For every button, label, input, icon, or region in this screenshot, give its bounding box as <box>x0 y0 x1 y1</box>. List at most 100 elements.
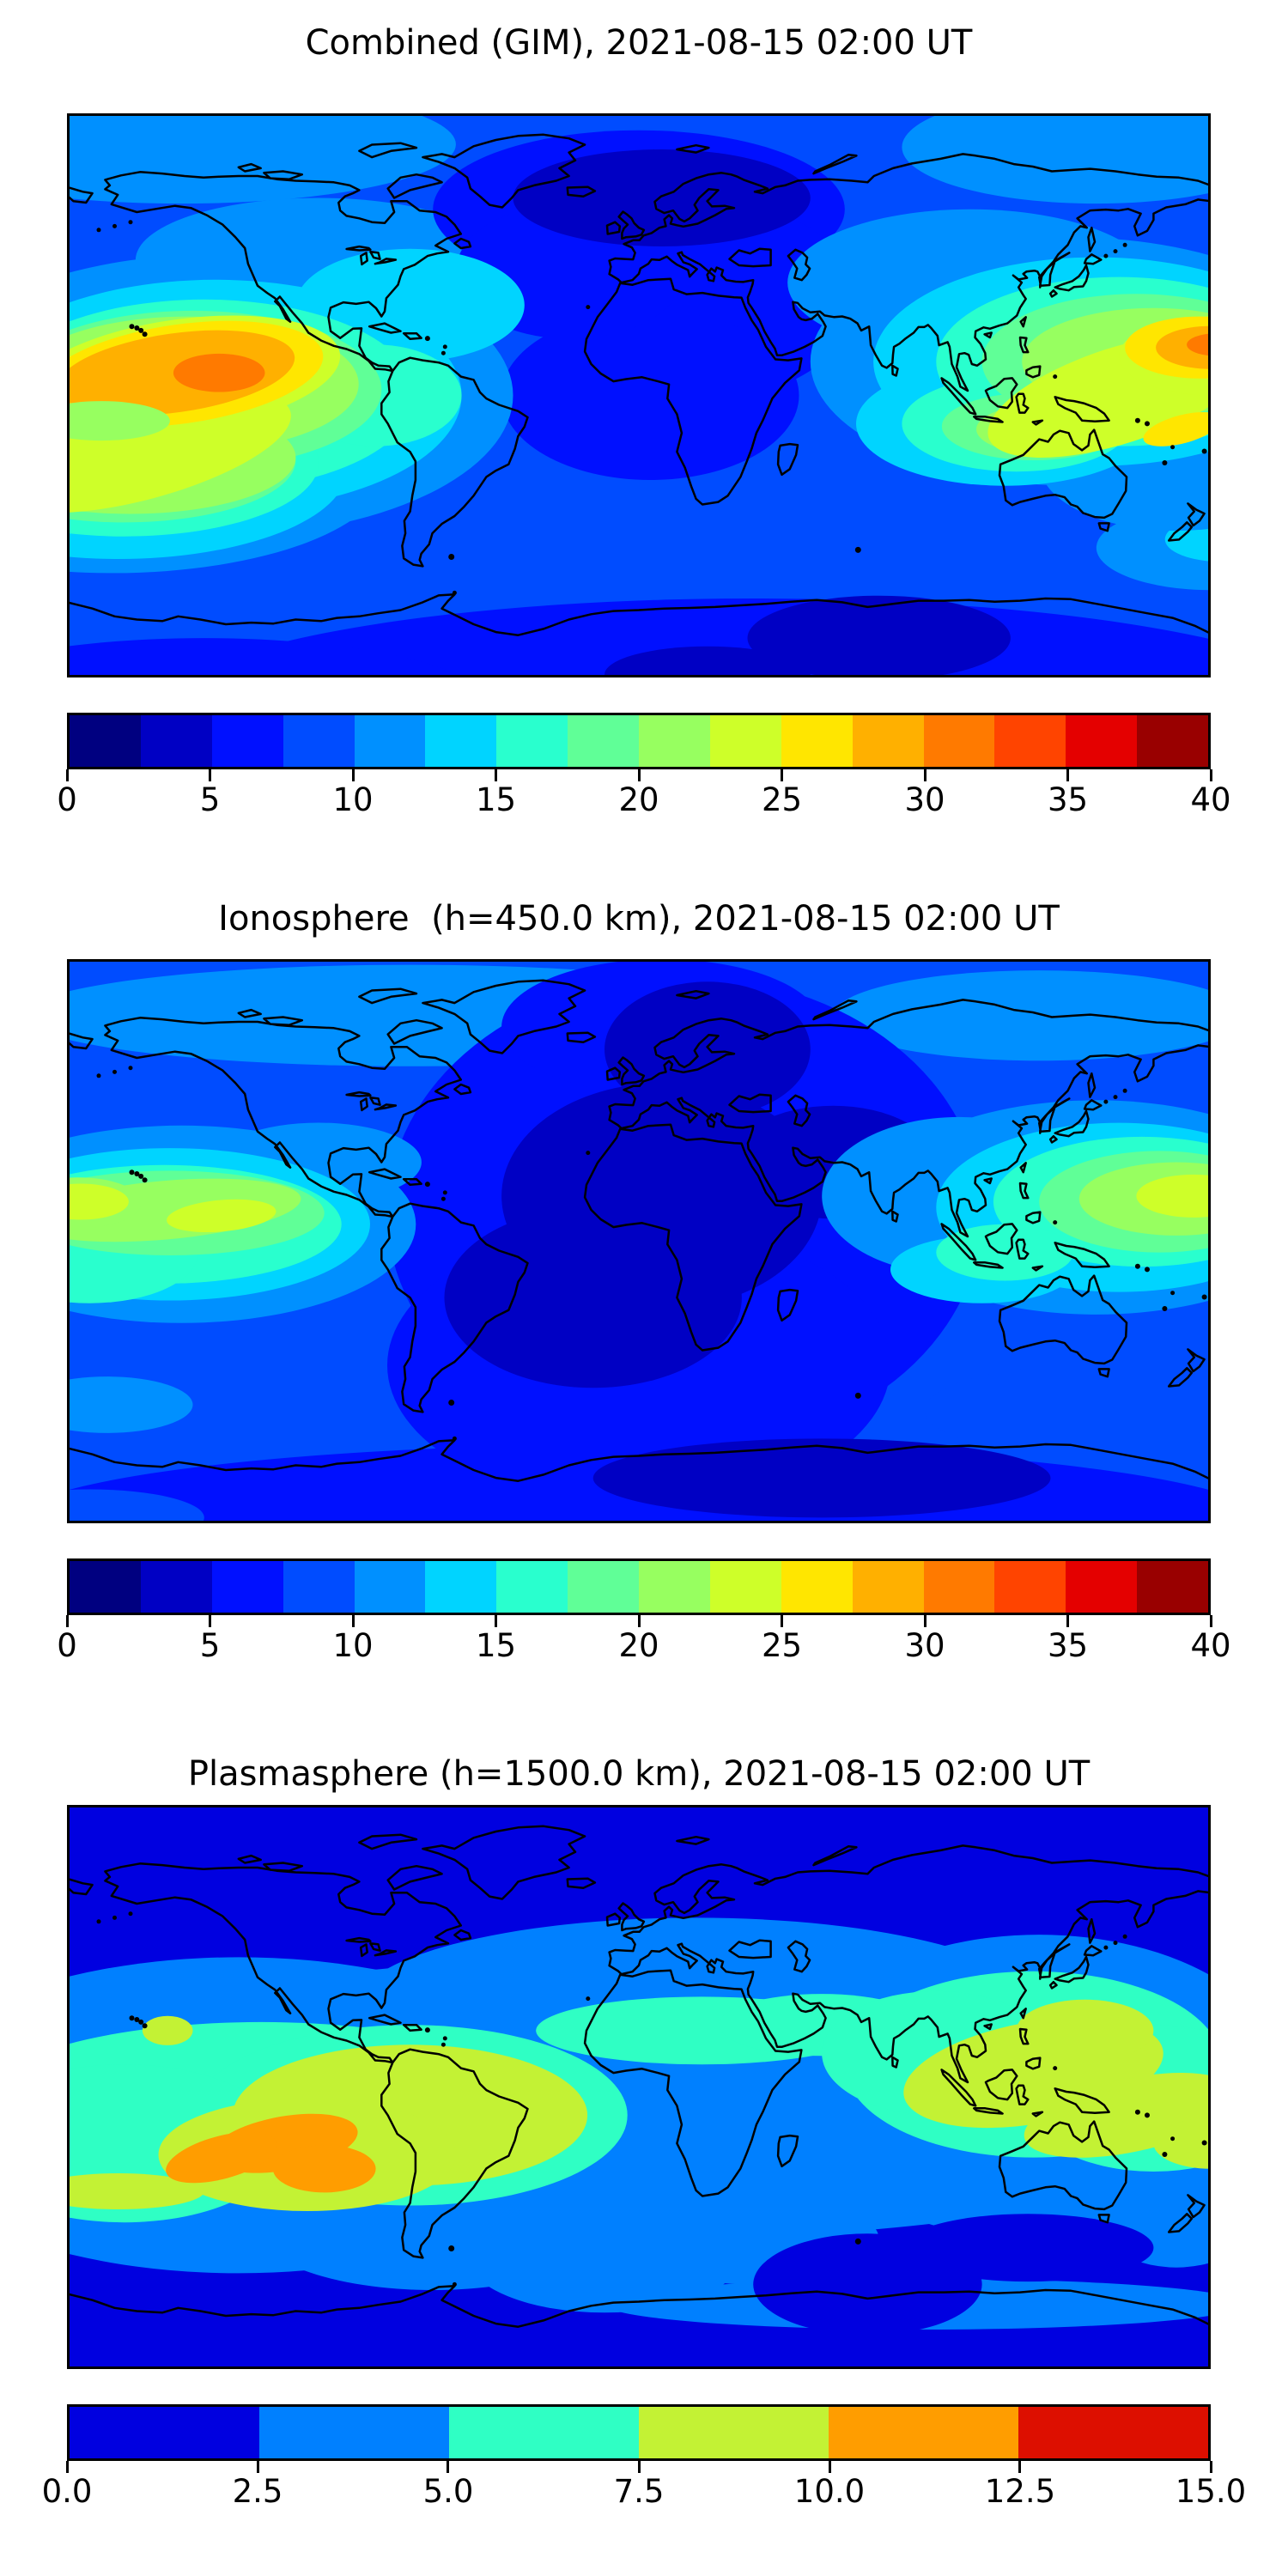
colorbar-tick <box>209 1615 211 1627</box>
map-frame <box>67 113 1211 677</box>
colorbar-tick <box>1209 2461 1212 2473</box>
colorbar-tick-label: 7.5 <box>613 2473 665 2510</box>
colorbar-tick-label: 20 <box>618 1627 659 1664</box>
map-plot-combined-gim <box>67 113 1211 677</box>
colorbar-tick <box>495 769 497 781</box>
colorbar-segment <box>283 1561 355 1613</box>
colorbar-tick <box>256 2461 259 2473</box>
colorbar-segment <box>568 1561 639 1613</box>
colorbar-tick <box>781 769 783 781</box>
colorbar-segment <box>283 715 355 767</box>
colorbar-segment <box>354 715 426 767</box>
colorbar-tick <box>781 1615 783 1627</box>
colorbar-segment <box>140 715 212 767</box>
colorbar-segment <box>639 715 710 767</box>
colorbar-tick-label: 5 <box>199 1627 221 1664</box>
contour-map-svg <box>67 113 1211 677</box>
colorbar-tick-label: 25 <box>761 781 803 818</box>
colorbar-segment <box>425 715 497 767</box>
colorbar-segment <box>781 1561 853 1613</box>
colorbar-segment <box>709 715 781 767</box>
colorbar-tick <box>351 1615 355 1627</box>
figure-3-title: Plasmasphere (h=1500.0 km), 2021-08-15 0… <box>187 1754 1091 1794</box>
contour-map-svg <box>67 959 1211 1523</box>
colorbar-tick <box>1066 1615 1069 1627</box>
colorbar-tick-label: 0.0 <box>41 2473 93 2510</box>
colorbar-segment <box>70 1561 141 1613</box>
colorbar-tick <box>65 2461 69 2473</box>
colorbar-tick <box>637 1615 641 1627</box>
colorbar-tick-label: 40 <box>1190 781 1231 818</box>
colorbar-segment <box>852 715 924 767</box>
colorbar-tick <box>447 2461 450 2473</box>
colorbar-tick <box>65 769 69 781</box>
colorbar-segment <box>829 2407 1018 2458</box>
contour-map-svg <box>67 1805 1211 2369</box>
colorbar-tick <box>495 1615 497 1627</box>
colorbar-tick-label: 15.0 <box>1175 2473 1247 2510</box>
colorbar-tick-label: 15 <box>475 781 517 818</box>
colorbar-segment <box>496 715 568 767</box>
colorbar-segment <box>496 1561 568 1613</box>
colorbar-segment <box>709 1561 781 1613</box>
colorbar-segment <box>70 715 141 767</box>
colorbar-tick <box>923 1615 927 1627</box>
colorbar-tick-label: 15 <box>475 1627 517 1664</box>
colorbar-tick-label: 10.0 <box>793 2473 866 2510</box>
colorbar-segment <box>70 2407 259 2458</box>
colorbar-segment <box>781 715 853 767</box>
colorbar-segment <box>923 1561 995 1613</box>
colorbar-tick-label: 30 <box>904 781 945 818</box>
map-frame <box>67 959 1211 1523</box>
coastlines <box>67 979 1211 1482</box>
colorbar-gradient <box>67 713 1211 769</box>
colorbar-tick <box>1066 769 1069 781</box>
colorbar-segment <box>354 1561 426 1613</box>
colorbar-tick-label: 0 <box>57 1627 77 1664</box>
colorbar-segment <box>211 1561 283 1613</box>
colorbar-tick <box>209 769 211 781</box>
contour-field <box>67 959 1211 1523</box>
colorbar-tick <box>637 2461 641 2473</box>
colorbar-tick-label: 0 <box>57 781 77 818</box>
figure-1-title: Combined (GIM), 2021-08-15 02:00 UT <box>305 23 973 63</box>
coastlines <box>67 133 1211 636</box>
contour-field <box>67 1805 1211 2369</box>
colorbar-tick <box>65 1615 69 1627</box>
colorbar-tick-label: 35 <box>1047 1627 1089 1664</box>
figure-2-title: Ionosphere (h=450.0 km), 2021-08-15 02:0… <box>218 899 1060 939</box>
colorbar-segment <box>1066 715 1138 767</box>
colorbar-segment <box>425 1561 497 1613</box>
colorbar-segment <box>1137 715 1208 767</box>
colorbar-tick-label: 10 <box>332 1627 374 1664</box>
colorbar-segment <box>140 1561 212 1613</box>
map-frame <box>67 1805 1211 2369</box>
colorbar-segment <box>259 2407 449 2458</box>
colorbar-gradient <box>67 2404 1211 2461</box>
colorbar-segment <box>1137 1561 1208 1613</box>
colorbar-segment <box>211 715 283 767</box>
colorbar-gradient <box>67 1558 1211 1615</box>
colorbar-segment <box>852 1561 924 1613</box>
colorbar-tick <box>828 2461 831 2473</box>
coastlines <box>67 1825 1211 2328</box>
colorbar-tick-label: 40 <box>1190 1627 1231 1664</box>
colorbar-segment <box>639 2407 829 2458</box>
colorbar-tick-label: 30 <box>904 1627 945 1664</box>
map-plot-ionosphere <box>67 959 1211 1523</box>
colorbar-tick-label: 2.5 <box>232 2473 283 2510</box>
colorbar-segment <box>1066 1561 1138 1613</box>
colorbar-tick <box>1209 1615 1212 1627</box>
colorbar-segment <box>449 2407 639 2458</box>
colorbar-segment <box>639 1561 710 1613</box>
colorbar-plasmasphere: 0.0 2.5 5.0 7.5 10.0 12.5 15.0 <box>42 2404 1246 2516</box>
colorbar-tick <box>1018 2461 1022 2473</box>
colorbar-tick <box>1209 769 1212 781</box>
colorbar-ionosphere: 0 5 10 15 20 25 30 35 40 <box>57 1558 1231 1670</box>
colorbar-tick-label: 10 <box>332 781 374 818</box>
colorbar-tick-label: 5.0 <box>422 2473 474 2510</box>
colorbar-tick-label: 35 <box>1047 781 1089 818</box>
colorbar-tick-label: 25 <box>761 1627 803 1664</box>
colorbar-tick-label: 20 <box>618 781 659 818</box>
